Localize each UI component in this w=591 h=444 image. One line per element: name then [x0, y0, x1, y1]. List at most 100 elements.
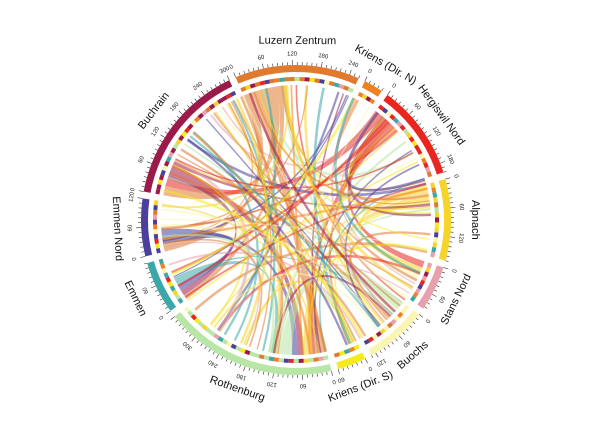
sector-track — [397, 311, 404, 319]
axis-tick — [165, 306, 168, 309]
chord-line — [189, 135, 380, 328]
axis-tick — [140, 256, 146, 258]
axis-tick — [440, 276, 444, 278]
axis-tick — [238, 72, 241, 76]
axis-tick-label: 0 — [452, 174, 459, 179]
sector-track — [403, 304, 410, 311]
chord-line — [308, 243, 428, 355]
sector-band-rothenburg[interactable] — [174, 312, 332, 375]
axis-tick — [212, 351, 215, 355]
sector-track — [190, 313, 197, 321]
chord-line — [163, 189, 364, 339]
sector-track — [426, 262, 433, 269]
sector-track — [430, 182, 436, 189]
sector-label-buchrain: Buchrain — [136, 90, 172, 132]
axis-tick — [448, 192, 452, 194]
sector-track — [181, 130, 188, 138]
axis-tick — [431, 143, 435, 146]
axis-tick — [252, 67, 255, 71]
sector-track — [157, 179, 163, 186]
sector-track — [263, 355, 270, 361]
axis-tick — [443, 267, 449, 270]
axis-tick — [438, 157, 442, 160]
axis-tick — [326, 371, 328, 375]
sector-label-emmen: Emmen — [122, 279, 149, 318]
axis-tick — [146, 161, 152, 164]
axis-tick — [208, 349, 211, 352]
sector-track — [431, 187, 437, 193]
sector-track — [158, 258, 164, 265]
sector-label-buochs: Buochs — [395, 339, 431, 372]
axis-tick — [450, 236, 456, 238]
sector-track — [209, 330, 216, 337]
sector-track — [392, 117, 400, 124]
sector-track — [249, 351, 256, 357]
sector-track — [201, 109, 208, 116]
sector-track — [217, 336, 224, 343]
axis-tick — [141, 185, 145, 188]
sector-track — [240, 86, 247, 92]
sector-track — [417, 283, 424, 290]
axis-tick — [368, 80, 371, 84]
sector-track — [363, 339, 370, 345]
sector-band-emmen-nord[interactable] — [141, 198, 153, 257]
sector-track — [379, 328, 386, 335]
sector-band-alpnach[interactable] — [438, 179, 451, 261]
sector-band-stans-nord[interactable] — [417, 265, 444, 309]
sector-band-hergiswil-nord[interactable] — [383, 94, 444, 175]
axis-tick — [321, 62, 323, 68]
axis-tick — [325, 64, 328, 69]
sector-track — [423, 162, 429, 169]
sector-track — [163, 272, 170, 279]
axis-tick — [391, 95, 394, 98]
sector-track — [153, 233, 159, 240]
axis-tick — [262, 371, 265, 375]
chord-line — [161, 233, 275, 353]
chord-ribbon — [350, 254, 420, 314]
chord-line — [177, 118, 388, 287]
sector-band-kriens-dir-n[interactable] — [361, 81, 382, 97]
sector-track — [165, 156, 172, 163]
sector-track — [194, 116, 201, 123]
sector-band-buochs[interactable] — [368, 310, 419, 356]
chord-line — [187, 138, 348, 346]
axis-tick — [262, 63, 264, 69]
axis-tick — [398, 335, 403, 340]
axis-tick — [234, 362, 237, 366]
sector-track — [239, 347, 246, 354]
axis-tick — [426, 302, 430, 305]
axis-tick — [178, 110, 183, 115]
sector-track — [293, 358, 299, 364]
sector-track — [338, 350, 346, 357]
sector-band-buchrain[interactable] — [143, 80, 233, 193]
axis-tick — [178, 323, 182, 327]
sector-band-kriens-dir-s[interactable] — [336, 352, 366, 370]
sector-band-emmen[interactable] — [147, 261, 177, 311]
sector-track — [154, 238, 159, 244]
axis-tick — [421, 127, 425, 130]
axis-tick — [434, 148, 438, 151]
sector-track — [172, 289, 179, 296]
sector-track — [288, 358, 294, 363]
sector-band-luzern-zentrum[interactable] — [235, 64, 359, 85]
axis-tick — [418, 123, 422, 126]
sector-track — [418, 153, 425, 160]
sector-track — [174, 293, 181, 300]
sector-track — [258, 354, 265, 360]
sector-track — [324, 79, 330, 85]
axis-tick — [191, 337, 196, 342]
sector-track — [235, 345, 242, 352]
axis-tick — [447, 251, 451, 253]
axis-tick-label: 0 — [130, 187, 137, 192]
axis-tick — [445, 260, 449, 262]
axis-tick — [402, 104, 405, 108]
axis-tick — [183, 108, 187, 112]
sector-track — [342, 85, 350, 91]
sector-track — [322, 355, 329, 361]
sector-track — [153, 209, 158, 215]
axis-tick-label: 240 — [207, 358, 219, 369]
sector-track — [425, 266, 431, 273]
sector-track — [299, 77, 305, 82]
sector-track — [161, 267, 168, 274]
axis-tick — [342, 367, 345, 371]
